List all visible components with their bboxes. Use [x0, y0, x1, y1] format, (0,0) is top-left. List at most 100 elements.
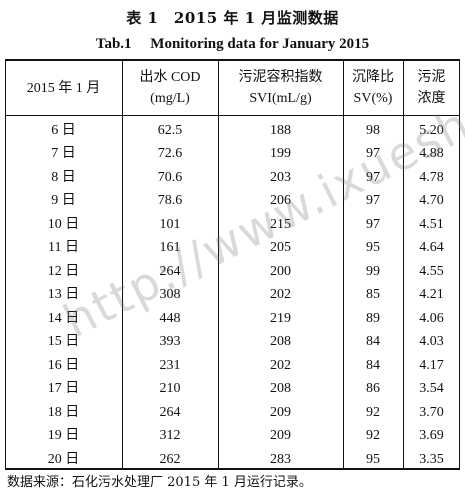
cell-svi: 215 [270, 216, 291, 232]
cell-date: 12 日 [47, 263, 80, 279]
cell-date: 16 日 [47, 357, 80, 373]
cell-date: 17 日 [47, 381, 80, 397]
table-caption-chinese: 表 1 2015 年 1 月监测数据 [126, 9, 339, 27]
cell-concentration: 4.70 [419, 193, 444, 209]
cell-date: 9 日 [51, 193, 76, 209]
cell-concentration: 4.06 [419, 310, 444, 326]
cell-svi: 202 [270, 287, 291, 303]
cell-date: 15 日 [47, 334, 80, 350]
table-row: 7 日 72.6 199 97 4.88 [5, 143, 460, 167]
cell-date: 14 日 [47, 310, 80, 326]
cell-date: 18 日 [47, 404, 80, 420]
cell-sv: 97 [366, 146, 380, 162]
column-header-date: 2015 年 1 月 [26, 80, 101, 96]
cell-sv: 97 [366, 193, 380, 209]
cell-concentration: 5.20 [419, 122, 444, 138]
table-border-left [5, 60, 6, 469]
column-divider [403, 60, 404, 469]
cell-svi: 206 [270, 193, 291, 209]
cell-sv: 95 [366, 240, 380, 256]
cell-sv: 97 [366, 169, 380, 185]
table-row: 14 日 448 219 89 4.06 [5, 307, 460, 331]
cell-concentration: 3.35 [419, 451, 444, 467]
table-caption-english: Tab.1 Monitoring data for January 2015 [95, 36, 370, 52]
cell-cod: 161 [159, 240, 181, 256]
cell-sv: 97 [366, 216, 380, 232]
cell-sv: 92 [366, 428, 380, 444]
column-header-concentration: 污泥 浓度 [417, 70, 446, 106]
cell-concentration: 4.03 [419, 334, 444, 350]
cell-concentration: 4.21 [419, 287, 444, 303]
cell-sv: 84 [366, 334, 380, 350]
cell-cod: 72.6 [157, 146, 183, 162]
table-row: 10 日 101 215 97 4.51 [5, 213, 460, 237]
cell-date: 20 日 [47, 451, 80, 467]
cell-cod: 78.6 [157, 193, 183, 209]
cell-cod: 70.6 [157, 169, 183, 185]
table-row: 6 日 62.5 188 98 5.20 [5, 115, 460, 143]
cell-cod: 308 [159, 287, 181, 303]
cell-concentration: 4.51 [419, 216, 444, 232]
cell-svi: 200 [270, 263, 291, 279]
top-rule [5, 59, 460, 61]
cell-svi: 203 [270, 169, 291, 185]
cell-cod: 448 [159, 310, 181, 326]
cell-cod: 264 [159, 263, 181, 279]
cell-cod: 264 [159, 404, 181, 420]
cell-date: 10 日 [47, 216, 80, 232]
table-row: 17 日 210 208 86 3.54 [5, 378, 460, 402]
cell-svi: 202 [270, 357, 291, 373]
cell-concentration: 4.55 [419, 263, 444, 279]
monitoring-data-table: 2015 年 1 月 出水 COD (mg/L) 污泥容积指数 SVI(mL/g) … [5, 61, 460, 472]
data-source-note: 数据来源：石化污水处理厂 2015 年 1 月运行记录。 [7, 475, 312, 490]
cell-sv: 98 [366, 122, 380, 138]
cell-svi: 209 [270, 404, 291, 420]
cell-concentration: 3.54 [419, 381, 444, 397]
cell-sv: 99 [366, 263, 380, 279]
cell-svi: 209 [270, 428, 291, 444]
cell-concentration: 3.70 [419, 404, 444, 420]
table-row: 12 日 264 200 99 4.55 [5, 260, 460, 284]
bottom-rule [5, 468, 460, 470]
cell-svi: 283 [270, 451, 291, 467]
column-header-svi: 污泥容积指数 SVI(mL/g) [238, 70, 323, 106]
cell-date: 11 日 [48, 240, 79, 256]
column-divider [218, 60, 219, 469]
cell-cod: 231 [159, 357, 181, 373]
table-border-right [459, 60, 460, 469]
cell-concentration: 4.78 [419, 169, 444, 185]
cell-date: 13 日 [47, 287, 80, 303]
cell-sv: 95 [366, 451, 380, 467]
cell-concentration: 4.64 [419, 240, 444, 256]
cell-svi: 199 [270, 146, 291, 162]
table-row: 18 日 264 209 92 3.70 [5, 401, 460, 425]
cell-concentration: 3.69 [419, 428, 444, 444]
table-row: 19 日 312 209 92 3.69 [5, 425, 460, 449]
cell-sv: 86 [366, 381, 380, 397]
cell-cod: 210 [159, 381, 181, 397]
cell-svi: 219 [270, 310, 291, 326]
cell-sv: 85 [366, 287, 380, 303]
cell-svi: 208 [270, 334, 291, 350]
table-row: 11 日 161 205 95 4.64 [5, 237, 460, 261]
column-header-sv: 沉降比 SV(%) [352, 70, 394, 106]
table-row: 20 日 262 283 95 3.35 [5, 448, 460, 472]
cell-sv: 92 [366, 404, 380, 420]
table-row: 8 日 70.6 203 97 4.78 [5, 166, 460, 190]
cell-sv: 89 [366, 310, 380, 326]
header-rule [5, 115, 460, 116]
table-row: 16 日 231 202 84 4.17 [5, 354, 460, 378]
cell-cod: 101 [159, 216, 181, 232]
cell-concentration: 4.17 [419, 357, 444, 373]
cell-svi: 205 [270, 240, 291, 256]
column-divider [122, 60, 123, 469]
table-header-row: 2015 年 1 月 出水 COD (mg/L) 污泥容积指数 SVI(mL/g) … [5, 61, 460, 115]
column-divider [343, 60, 344, 469]
cell-cod: 262 [159, 451, 181, 467]
cell-date: 6 日 [51, 122, 76, 138]
table-row: 15 日 393 208 84 4.03 [5, 331, 460, 355]
cell-concentration: 4.88 [419, 146, 444, 162]
cell-cod: 62.5 [157, 122, 183, 138]
cell-cod: 312 [159, 428, 181, 444]
column-header-cod: 出水 COD (mg/L) [139, 70, 201, 106]
